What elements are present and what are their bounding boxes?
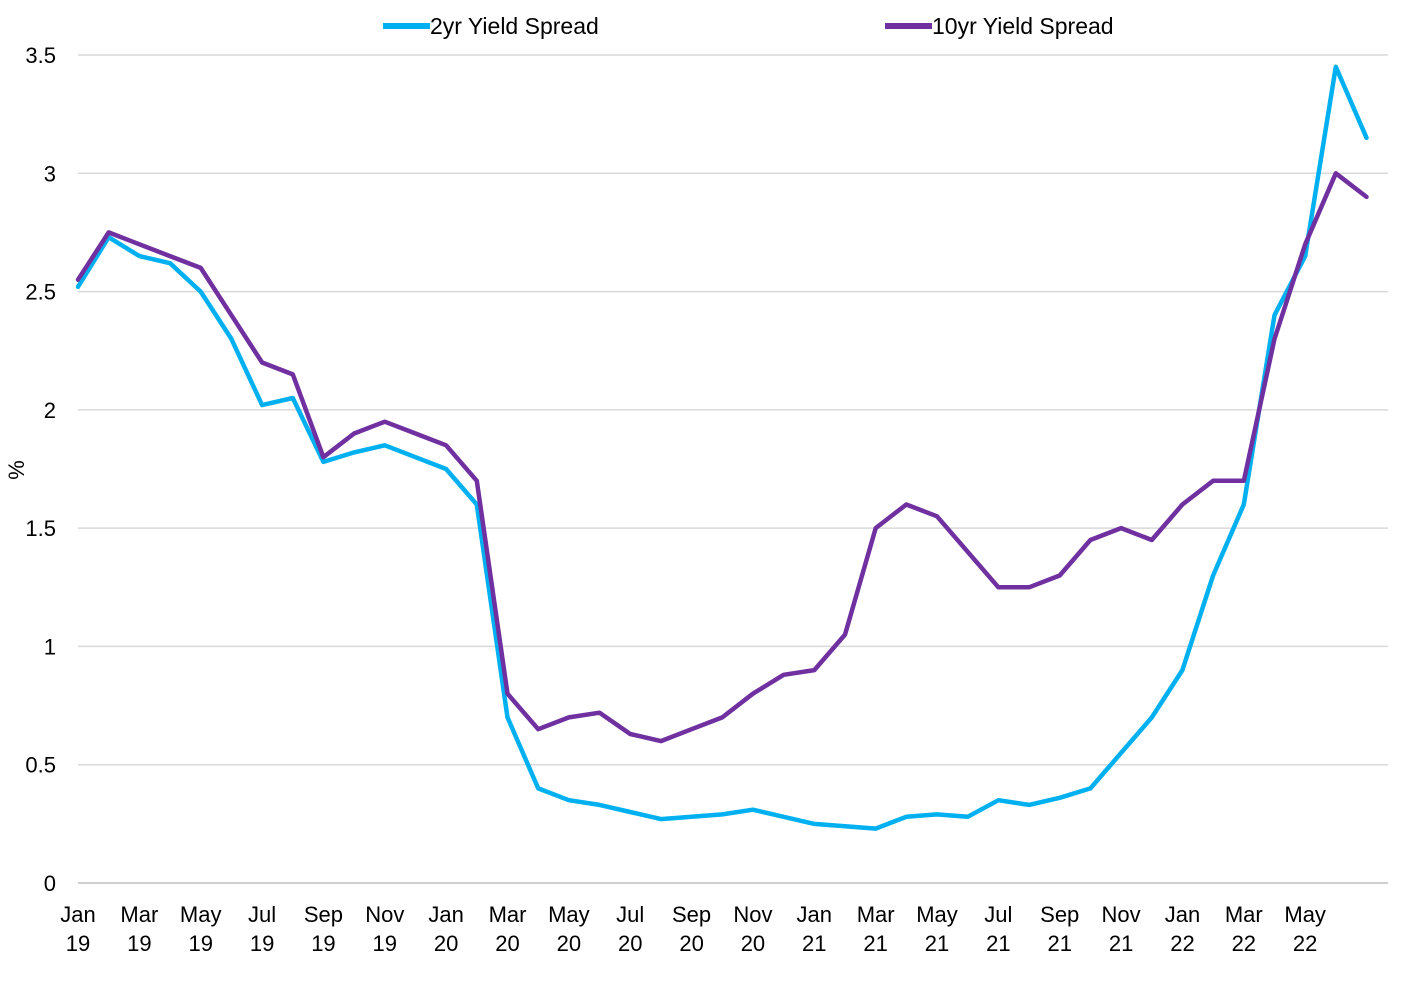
x-tick-label-month: Mar [1225, 902, 1263, 927]
x-tick-label-year: 19 [373, 931, 397, 956]
x-tick-label-month: Jan [60, 902, 95, 927]
x-tick-label-year: 20 [434, 931, 458, 956]
y-tick-label: 2 [44, 398, 56, 423]
gridlines [78, 54, 1388, 766]
x-tick-label-month: May [1284, 902, 1326, 927]
x-tick-label-year: 21 [986, 931, 1010, 956]
x-tick-label-month: Jan [428, 902, 463, 927]
legend-label-2yr: 2yr Yield Spread [430, 13, 599, 39]
x-tick-label-year: 20 [495, 931, 519, 956]
x-tick-label-month: Jan [797, 902, 832, 927]
x-tick-label-month: Nov [365, 902, 404, 927]
x-axis-ticks: Jan 19 Mar 19 May 19 Jul 19 Sep 19 Nov 19 Jan 20 Mar 20… [60, 902, 1326, 956]
x-tick-label-month: May [548, 902, 590, 927]
x-tick-label-year: 19 [127, 931, 151, 956]
x-tick-label-month: May [180, 902, 222, 927]
x-tick-label-year: 22 [1232, 931, 1256, 956]
x-tick-label-month: Jul [984, 902, 1012, 927]
x-tick-label-year: 22 [1293, 931, 1317, 956]
y-tick-label: 3.5 [25, 43, 56, 68]
series-line-10yr [75, 171, 1369, 744]
legend: 2yr Yield Spread 10yr Yield Spread [383, 13, 1114, 39]
x-tick-label-year: 21 [1109, 931, 1133, 956]
x-tick-label-year: 19 [250, 931, 274, 956]
x-tick-label-year: 19 [66, 931, 90, 956]
x-tick-label-year: 21 [925, 931, 949, 956]
legend-label-10yr: 10yr Yield Spread [932, 13, 1114, 39]
x-tick-label-month: Jul [616, 902, 644, 927]
y-axis-title: % [4, 460, 29, 480]
x-tick-label-month: Sep [1040, 902, 1079, 927]
x-tick-label-month: Jul [248, 902, 276, 927]
y-tick-label: 1 [44, 634, 56, 659]
y-tick-label: 2.5 [25, 280, 56, 305]
x-tick-label-year: 19 [311, 931, 335, 956]
x-tick-label-year: 21 [802, 931, 826, 956]
x-tick-label-year: 20 [618, 931, 642, 956]
x-tick-label-year: 22 [1170, 931, 1194, 956]
y-tick-label: 3 [44, 161, 56, 186]
x-tick-label-year: 20 [741, 931, 765, 956]
series-lines [75, 64, 1369, 831]
x-tick-label-month: Mar [857, 902, 895, 927]
x-tick-label-month: Nov [1102, 902, 1141, 927]
x-tick-label-month: Sep [672, 902, 711, 927]
x-tick-label-month: Mar [120, 902, 158, 927]
x-tick-label-month: May [916, 902, 958, 927]
x-tick-label-year: 20 [679, 931, 703, 956]
y-tick-label: 0 [44, 871, 56, 896]
y-tick-label: 0.5 [25, 753, 56, 778]
x-tick-label-year: 21 [863, 931, 887, 956]
x-tick-label-month: Mar [489, 902, 527, 927]
y-tick-label: 1.5 [25, 516, 56, 541]
x-tick-label-month: Jan [1165, 902, 1200, 927]
series-line-2yr [75, 64, 1369, 831]
x-tick-label-month: Sep [304, 902, 343, 927]
x-tick-label-year: 20 [557, 931, 581, 956]
y-axis-ticks: 0 0.5 1 1.5 2 2.5 3 3.5 [25, 43, 56, 896]
x-tick-label-year: 19 [188, 931, 212, 956]
x-tick-label-year: 21 [1047, 931, 1071, 956]
x-tick-label-month: Nov [733, 902, 772, 927]
